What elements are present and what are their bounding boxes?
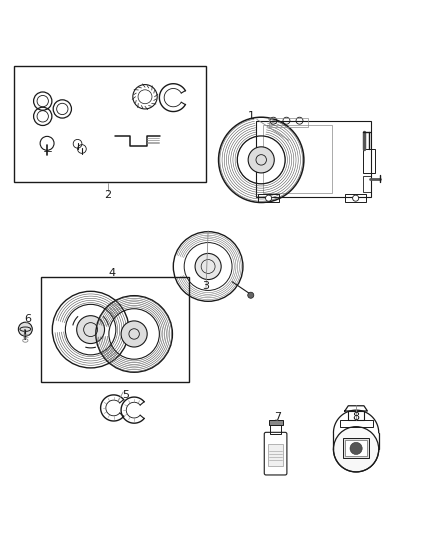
Circle shape	[265, 195, 272, 201]
Bar	[256, 120, 371, 197]
Text: 2: 2	[104, 190, 112, 200]
Circle shape	[333, 426, 379, 472]
Circle shape	[77, 316, 105, 344]
Text: 4: 4	[109, 268, 116, 278]
Bar	[348, 411, 364, 419]
Bar	[343, 439, 369, 458]
Bar	[14, 66, 206, 182]
Text: 5: 5	[122, 390, 129, 400]
Text: 3: 3	[202, 281, 209, 291]
Circle shape	[350, 442, 362, 455]
Text: 7: 7	[274, 411, 281, 422]
Text: 8: 8	[353, 411, 360, 422]
Text: 6: 6	[24, 314, 31, 324]
Bar	[268, 444, 283, 466]
Bar	[41, 277, 188, 382]
Bar	[345, 440, 367, 456]
Bar	[269, 118, 308, 127]
Circle shape	[248, 292, 254, 298]
Circle shape	[248, 147, 274, 173]
Bar	[262, 125, 332, 192]
Circle shape	[121, 321, 147, 347]
Circle shape	[195, 254, 221, 279]
Bar	[268, 419, 283, 425]
Circle shape	[18, 322, 32, 336]
Bar	[258, 194, 279, 202]
Circle shape	[353, 195, 359, 201]
Bar	[339, 419, 373, 426]
Bar	[270, 424, 281, 434]
Text: 1: 1	[248, 111, 255, 122]
Bar	[363, 176, 371, 192]
Bar	[363, 149, 375, 173]
Bar	[345, 194, 366, 202]
